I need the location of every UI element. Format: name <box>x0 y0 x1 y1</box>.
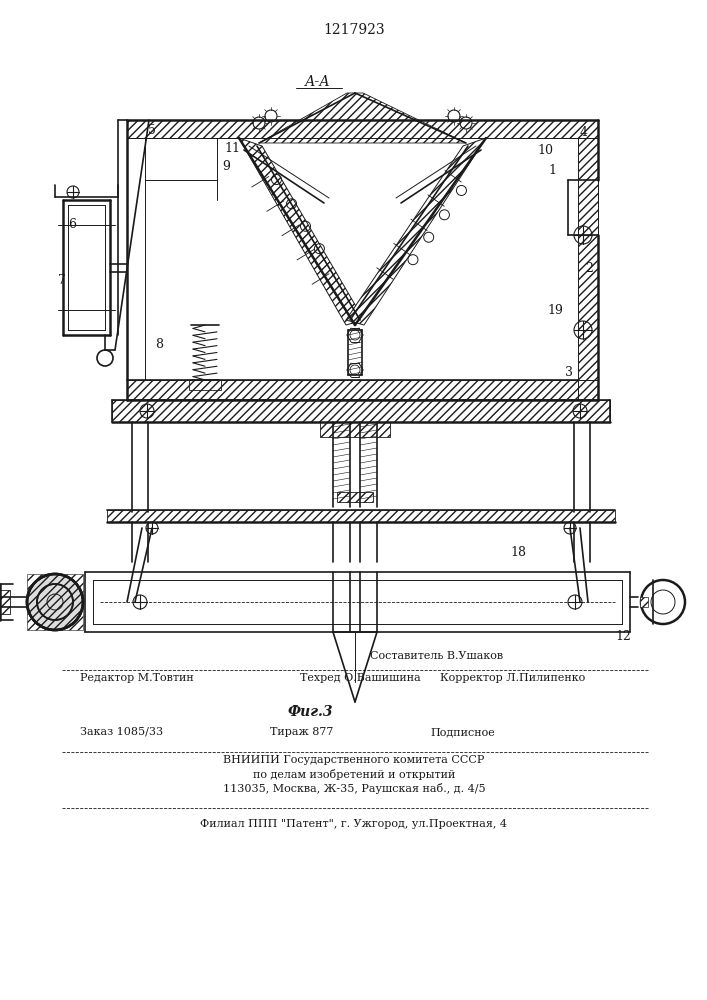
Polygon shape <box>112 400 610 422</box>
Text: Подписное: Подписное <box>430 727 495 737</box>
Text: 8: 8 <box>155 338 163 352</box>
Polygon shape <box>640 597 648 607</box>
Polygon shape <box>127 380 578 400</box>
Text: по делам изобретений и открытий: по делам изобретений и открытий <box>253 768 455 780</box>
Text: 6: 6 <box>68 219 76 232</box>
Text: 10: 10 <box>537 143 553 156</box>
Polygon shape <box>239 138 364 325</box>
Text: 18: 18 <box>510 546 526 558</box>
Text: 12: 12 <box>615 631 631 644</box>
Text: 19: 19 <box>547 304 563 316</box>
Polygon shape <box>127 120 598 138</box>
Text: 2: 2 <box>585 261 593 274</box>
Polygon shape <box>320 422 390 437</box>
Polygon shape <box>578 120 598 380</box>
Text: 7: 7 <box>58 273 66 286</box>
Polygon shape <box>259 93 466 143</box>
Polygon shape <box>337 492 373 502</box>
Polygon shape <box>107 510 615 522</box>
Text: 4: 4 <box>580 126 588 139</box>
Polygon shape <box>0 590 10 614</box>
Text: 5: 5 <box>148 123 156 136</box>
Text: Филиал ППП "Патент", г. Ужгород, ул.Проектная, 4: Филиал ППП "Патент", г. Ужгород, ул.Прое… <box>201 819 508 829</box>
Text: ВНИИПИ Государственного комитета СССР: ВНИИПИ Государственного комитета СССР <box>223 755 485 765</box>
Polygon shape <box>189 380 221 390</box>
Polygon shape <box>578 380 598 400</box>
Polygon shape <box>346 138 486 325</box>
Text: Фиг.3: Фиг.3 <box>287 705 333 719</box>
Text: 3: 3 <box>565 365 573 378</box>
Text: 1: 1 <box>548 163 556 176</box>
Text: Техред О.Вашишина: Техред О.Вашишина <box>300 673 421 683</box>
Text: 113035, Москва, Ж-35, Раушская наб., д. 4/5: 113035, Москва, Ж-35, Раушская наб., д. … <box>223 782 485 794</box>
Text: Корректор Л.Пилипенко: Корректор Л.Пилипенко <box>440 673 585 683</box>
Text: Редактор М.Товтин: Редактор М.Товтин <box>80 673 194 683</box>
Text: Тираж 877: Тираж 877 <box>270 727 334 737</box>
Text: 1217923: 1217923 <box>323 23 385 37</box>
Text: Заказ 1085/33: Заказ 1085/33 <box>80 727 163 737</box>
Text: Составитель В.Ушаков: Составитель В.Ушаков <box>370 651 503 661</box>
Text: А-А: А-А <box>305 75 331 89</box>
Circle shape <box>27 574 83 630</box>
Text: 11: 11 <box>224 141 240 154</box>
Text: 9: 9 <box>222 159 230 172</box>
